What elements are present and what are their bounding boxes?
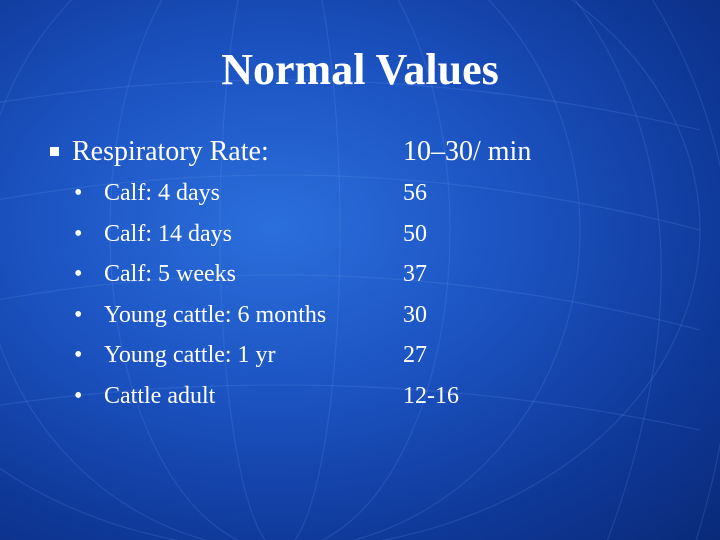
bullet-dot-icon: • bbox=[74, 220, 83, 247]
bullet-dot-icon: • bbox=[74, 342, 83, 368]
sub-bullet-list: • Calf: 4 days 56 • Calf: 14 days 50 • C… bbox=[74, 173, 674, 416]
list-item: • Young cattle: 6 months 30 bbox=[74, 295, 674, 336]
item-value: 50 bbox=[403, 220, 427, 247]
bullet-dot-icon: • bbox=[74, 261, 83, 287]
item-value: 12-16 bbox=[403, 382, 459, 409]
list-item: • Calf: 4 days 56 bbox=[74, 173, 674, 214]
item-value: 56 bbox=[403, 180, 427, 206]
item-value: 30 bbox=[403, 301, 427, 328]
item-label: Calf: 14 days bbox=[104, 220, 232, 247]
list-item: • Cattle adult 12-16 bbox=[74, 376, 674, 417]
list-item: • Young cattle: 1 yr 27 bbox=[74, 335, 674, 376]
bullet-dot-icon: • bbox=[74, 301, 83, 328]
item-value: 37 bbox=[403, 261, 427, 287]
item-label: Calf: 5 weeks bbox=[104, 261, 236, 287]
item-label: Young cattle: 6 months bbox=[104, 301, 327, 328]
square-bullet-icon bbox=[50, 147, 59, 156]
item-value: 27 bbox=[403, 342, 427, 368]
bullet-dot-icon: • bbox=[74, 382, 83, 409]
item-label: Calf: 4 days bbox=[104, 180, 220, 206]
item-label: Young cattle: 1 yr bbox=[104, 342, 276, 368]
respiratory-rate-value: 10–30/ min bbox=[403, 136, 532, 167]
page-title: Normal Values bbox=[221, 45, 499, 94]
respiratory-rate-label: Respiratory Rate: bbox=[72, 136, 269, 167]
bullet-dot-icon: • bbox=[74, 180, 83, 206]
list-item: • Calf: 14 days 50 bbox=[74, 214, 674, 255]
list-item: • Calf: 5 weeks 37 bbox=[74, 254, 674, 295]
item-label: Cattle adult bbox=[104, 382, 216, 409]
